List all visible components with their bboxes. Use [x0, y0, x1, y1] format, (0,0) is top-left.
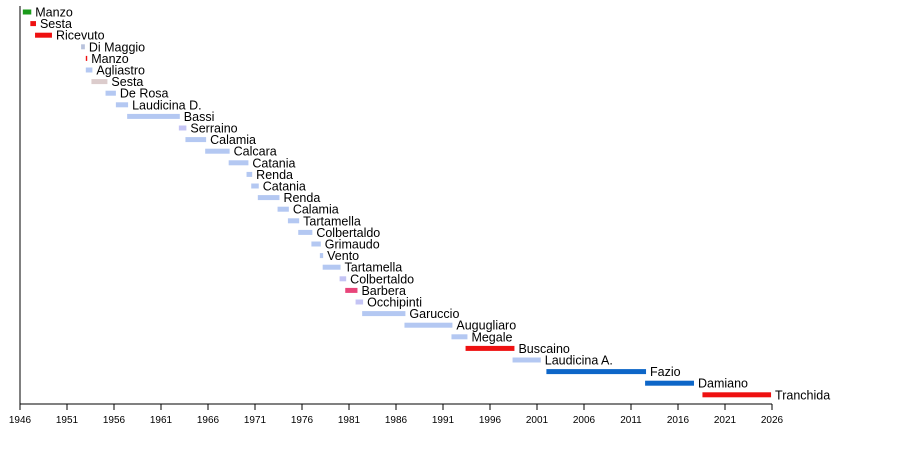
bar-label: Renda	[256, 168, 293, 182]
bar-megale	[451, 334, 468, 340]
bar-de-rosa	[105, 90, 116, 96]
bar-label: Catania	[263, 180, 306, 194]
bar-label: De Rosa	[120, 87, 169, 101]
bar-vento	[319, 253, 324, 259]
bar-di-maggio	[81, 44, 85, 50]
bar-label: Buscaino	[518, 342, 569, 356]
bar-calamia	[277, 206, 289, 212]
x-tick-label: 1971	[244, 415, 267, 426]
bar-damiano	[645, 380, 694, 386]
bar-grimaudo	[311, 241, 321, 247]
bar-label: Tranchida	[775, 388, 830, 402]
bar-sesta	[30, 21, 36, 27]
bar-label: Calamia	[293, 203, 339, 217]
x-tick-label: 1976	[291, 415, 314, 426]
bar-garuccio	[362, 311, 406, 317]
bar-buscaino	[465, 345, 515, 351]
bar-colbertaldo	[339, 276, 347, 282]
bar-label: Sesta	[111, 75, 143, 89]
bar-label: Grimaudo	[325, 238, 380, 252]
bar-barbera	[345, 287, 358, 293]
bar-label: Agliastro	[96, 64, 145, 78]
bar-label: Laudicina D.	[132, 98, 202, 112]
bar-label: Occhipinti	[367, 296, 422, 310]
bar-calcara	[205, 148, 230, 154]
x-tick-label: 2011	[620, 415, 642, 426]
x-tick-label: 2026	[761, 415, 784, 426]
x-tick-label: 2016	[667, 415, 690, 426]
x-tick-label: 2001	[526, 415, 549, 426]
bar-occhipinti	[355, 299, 364, 305]
bar-catania	[251, 183, 259, 189]
bar-label: Calcara	[234, 145, 277, 159]
bar-label: Manzo	[35, 6, 73, 20]
bar-label: Catania	[252, 156, 295, 170]
bar-tartamella	[322, 264, 341, 270]
bar-label: Calamia	[210, 133, 256, 147]
bar-sesta	[91, 79, 108, 85]
bar-serraino	[178, 125, 187, 131]
bar-label: Garuccio	[409, 307, 459, 321]
x-tick-label: 1951	[56, 415, 79, 426]
bar-tartamella	[287, 218, 300, 224]
bar-ricevuto	[35, 32, 52, 38]
bar-label: Renda	[283, 191, 320, 205]
bar-label: Damiano	[698, 377, 748, 391]
bar-augugliaro	[404, 322, 453, 328]
bar-label: Augugliaro	[456, 319, 516, 333]
bar-manzo	[85, 55, 88, 61]
bar-catania	[228, 160, 249, 166]
bar-label: Serraino	[190, 122, 237, 136]
bar-label: Tartamella	[345, 261, 403, 275]
bar-label: Laudicina A.	[545, 354, 613, 368]
bar-label: Colbertaldo	[316, 226, 380, 240]
bar-label: Manzo	[91, 52, 129, 66]
bar-manzo	[22, 9, 32, 15]
bar-laudicina-a-	[512, 357, 541, 363]
x-tick-label: 1956	[103, 415, 126, 426]
x-tick-label: 1946	[9, 415, 32, 426]
x-axis-ticks: 1946 1951 1956 1961 1966 1971 1976 1981 1986 1991…	[9, 404, 784, 426]
x-tick-label: 1981	[338, 415, 361, 426]
x-tick-label: 1986	[385, 415, 408, 426]
bar-fazio	[546, 369, 647, 375]
bar-label: Ricevuto	[56, 29, 105, 43]
x-tick-label: 1966	[197, 415, 220, 426]
bar-label: Tartamella	[303, 214, 361, 228]
bar-label: Sesta	[40, 17, 72, 31]
x-tick-label: 2021	[714, 415, 737, 426]
bar-renda	[257, 195, 280, 201]
bar-colbertaldo	[298, 229, 313, 235]
bar-agliastro	[85, 67, 93, 73]
bar-calamia	[185, 137, 207, 143]
bar-tranchida	[702, 392, 772, 398]
bar-label: Colbertaldo	[350, 272, 414, 286]
x-tick-label: 2006	[573, 415, 596, 426]
bar-label: Megale	[471, 330, 512, 344]
bar-bassi	[127, 113, 180, 119]
x-tick-label: 1991	[432, 415, 455, 426]
bar-label: Vento	[327, 249, 359, 263]
bar-label: Di Maggio	[89, 40, 145, 54]
x-tick-label: 1996	[479, 415, 502, 426]
x-tick-label: 1961	[150, 415, 173, 426]
bar-renda	[246, 171, 253, 177]
bar-label: Bassi	[184, 110, 215, 124]
bar-label: Barbera	[361, 284, 406, 298]
bar-label: Fazio	[650, 365, 681, 379]
bar-laudicina-d-	[115, 102, 129, 108]
